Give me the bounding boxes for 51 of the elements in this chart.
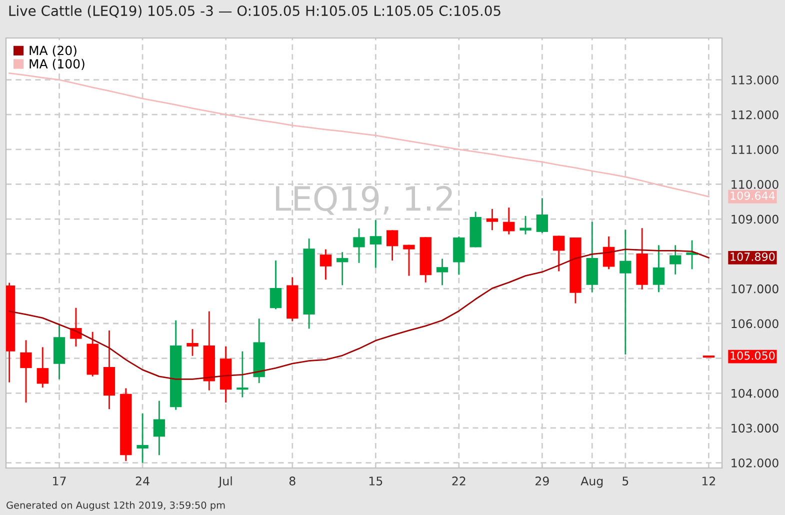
candlestick [236,350,248,398]
candlestick [520,215,532,236]
candlestick [403,244,415,276]
candlestick [136,412,148,464]
y-tick-label: 113.000 [732,76,778,84]
candlestick [670,244,682,276]
y-tick-label: 112.000 [732,110,778,120]
candlestick [153,400,166,456]
candlestick [536,197,548,234]
x-tick-label: 22 [452,476,466,486]
candlestick [70,307,82,348]
candlestick [652,244,665,293]
annotation: 105.050 [730,351,775,360]
y-tick-label: 102.000 [732,458,778,468]
candlestick [320,248,332,280]
candlestick [353,228,365,264]
candlestick [436,258,448,286]
candlestick [552,235,565,272]
annotation: 107.890 [730,252,775,261]
annotation: 109.644 [730,191,775,200]
x-tick-label: 24 [136,476,150,486]
candlestick [386,230,398,262]
candlestick [186,328,198,357]
x-tick-label: 15 [369,476,382,486]
y-tick-label: 107.000 [732,284,778,294]
candlestick [36,346,48,388]
x-tick-label: 17 [53,476,66,486]
chart-title: Live Cattle (LEQ19) 105.05 -3 — O:105.05 H:105.05 L:105.05 C:105.05 [9,5,500,18]
legend-label: MA (20) [30,46,76,57]
y-tick-label: 106.000 [732,319,778,328]
x-tick-label: Jul [218,476,232,488]
legend-label: MA (100) [30,58,84,70]
y-tick-label: 104.000 [732,388,778,398]
x-tick-label: 8 [289,476,296,486]
candlestick [602,236,615,270]
candlestick [270,260,282,310]
y-tick-label: 111.000 [732,145,778,154]
candlestick [486,208,498,231]
y-tick-label: 109.000 [732,214,778,224]
candlestick [503,206,515,236]
text: Generated on August 12th 2019, 3:59:50 pm [6,501,225,511]
candlestick [620,229,632,356]
candlestick [20,340,32,404]
x-tick-label: 29 [536,476,549,486]
candlestick [336,251,348,286]
x-tick-label: Aug [580,476,603,488]
x-tick-label: 12 [702,476,716,486]
x-tick-label: 5 [622,476,628,486]
y-tick-label: 103.000 [732,424,778,433]
y-tick-label: 110.000 [732,180,778,189]
candlestick [370,219,382,268]
